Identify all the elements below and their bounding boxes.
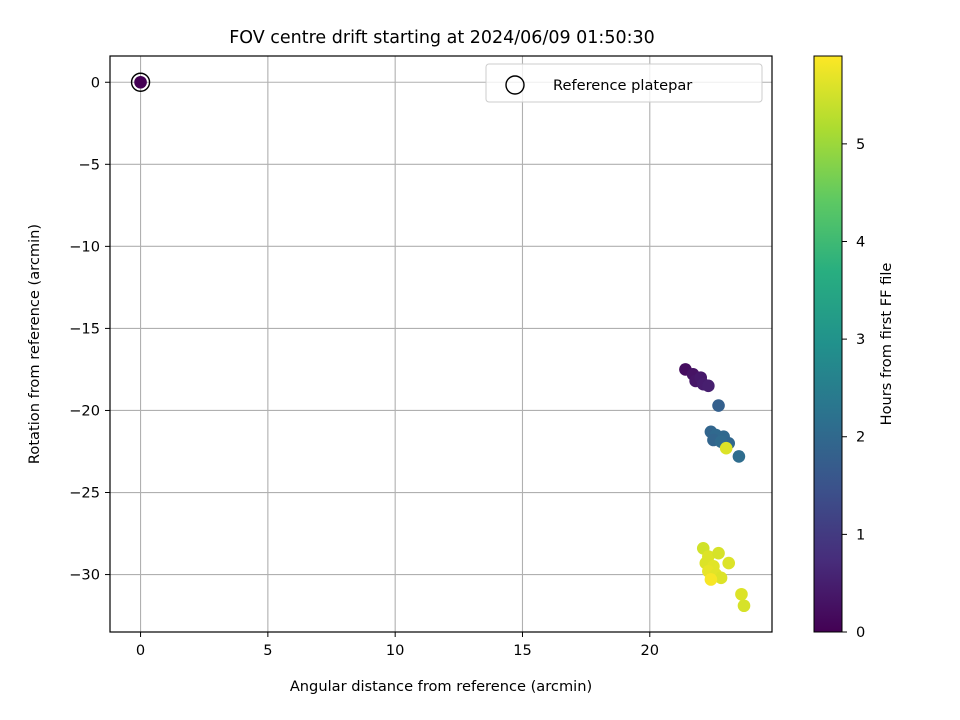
legend: Reference platepar (485, 63, 763, 103)
data-point (732, 450, 746, 463)
data-point (712, 399, 725, 412)
x-tick-label: 20 (640, 642, 659, 659)
reference-marker-ring (130, 72, 151, 92)
colorbar-tick-label: 2 (856, 429, 865, 446)
data-point (704, 573, 718, 586)
y-axis-label: Rotation from reference (arcmin) (26, 224, 43, 464)
x-tick-label: 0 (136, 642, 145, 659)
data-point (737, 599, 751, 613)
data-point (735, 587, 748, 601)
y-tick-label: −15 (69, 320, 100, 337)
data-points (679, 363, 751, 613)
colorbar-tick-label: 4 (856, 233, 865, 250)
data-point (702, 379, 715, 393)
colorbar-tick-label: 3 (856, 331, 865, 348)
plot-frame (109, 55, 773, 633)
y-tick-label: −30 (69, 567, 100, 584)
colorbar-ticks: 0 1 2 3 4 5 (842, 136, 865, 641)
grid-lines (110, 56, 772, 632)
x-axis-label: Angular distance from reference (arcmin) (290, 678, 592, 695)
colorbar (813, 55, 843, 633)
colorbar-tick-label: 1 (856, 526, 865, 543)
legend-label: Reference platepar (553, 77, 692, 94)
data-point (712, 546, 725, 560)
data-point (722, 556, 736, 570)
reference-data-point (134, 75, 147, 89)
y-tick-label: −5 (78, 156, 100, 173)
colorbar-label: Hours from first FF file (878, 263, 895, 426)
x-tick-label: 5 (263, 642, 272, 659)
legend-box (485, 63, 763, 103)
colorbar-tick-label: 5 (856, 136, 865, 153)
x-axis-ticks: 0 5 10 15 20 (136, 632, 659, 659)
y-tick-label: −10 (69, 238, 100, 255)
legend-marker-icon (505, 75, 525, 95)
x-tick-label: 10 (386, 642, 405, 659)
reference-point (130, 72, 151, 92)
data-point (719, 441, 733, 455)
y-tick-label: −20 (69, 402, 100, 419)
y-tick-label: −25 (69, 485, 100, 502)
y-tick-label: 0 (91, 74, 100, 91)
chart-title: FOV centre drift starting at 2024/06/09 … (229, 28, 655, 48)
x-tick-label: 15 (513, 642, 532, 659)
colorbar-tick-label: 0 (856, 624, 865, 641)
data-point (714, 571, 728, 585)
y-axis-ticks: 0 −5 −10 −15 −20 −25 −30 (69, 74, 110, 584)
